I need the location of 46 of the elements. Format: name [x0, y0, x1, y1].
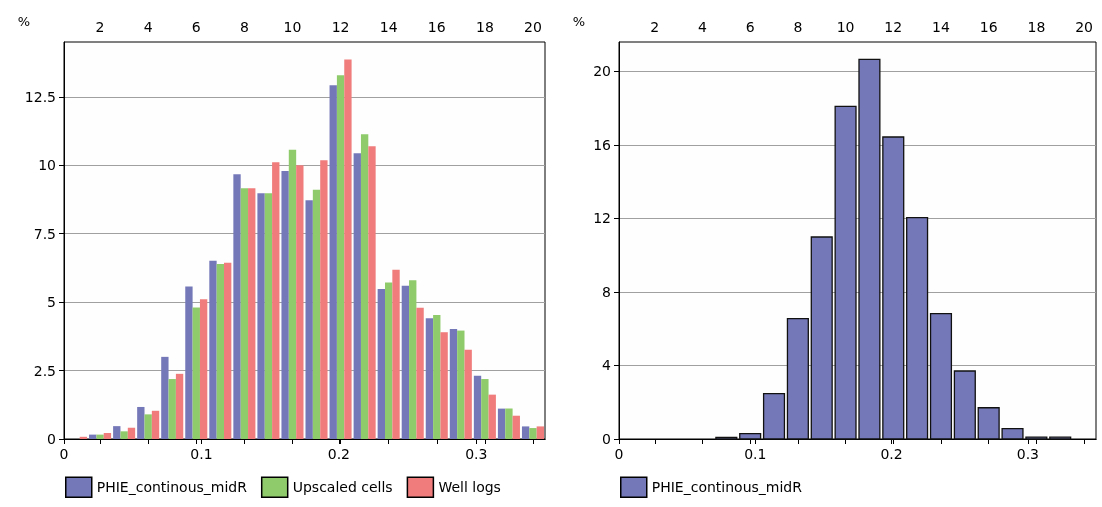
- y-axis-title: %: [572, 14, 585, 29]
- x2-tick-label: 14: [379, 19, 398, 35]
- y-tick-label: 2.5: [33, 362, 56, 379]
- y-tick-label: 0: [602, 431, 611, 447]
- x2-tick-label: 18: [1027, 19, 1046, 35]
- x-tick-label: 0.1: [190, 446, 213, 462]
- y-tick-label: 7.5: [33, 225, 56, 242]
- x2-tick-label: 8: [793, 19, 803, 35]
- x-tick-label: 0: [614, 446, 624, 462]
- x2-tick-label: 20: [1075, 19, 1093, 35]
- y-tick-label: 5: [47, 294, 56, 311]
- y-tick-label: 4: [602, 357, 612, 374]
- x2-tick-label: 18: [475, 19, 494, 35]
- x-tick-label: 0.1: [744, 446, 767, 462]
- x2-tick-label: 12: [331, 19, 350, 35]
- x2-tick-label: 10: [283, 19, 302, 35]
- legend-label: PHIE_continous_midR: [651, 479, 803, 496]
- x-tick-label: 0.3: [1016, 446, 1039, 462]
- y-tick-label: 12: [593, 210, 611, 227]
- x2-tick-label: 20: [524, 19, 542, 35]
- x-tick-label: 0.3: [465, 446, 488, 462]
- y-tick-label: 20: [593, 63, 611, 80]
- y-tick-label: 8: [602, 283, 611, 300]
- x2-tick-label: 2: [95, 19, 105, 35]
- x2-tick-label: 8: [239, 19, 249, 35]
- legend-label: Upscaled cells: [292, 479, 393, 496]
- x2-tick-label: 16: [427, 19, 446, 35]
- y-tick-label: 16: [593, 136, 612, 153]
- x2-tick-label: 14: [932, 19, 950, 35]
- x2-tick-label: 6: [191, 19, 201, 35]
- y-tick-label: 12.5: [24, 88, 56, 105]
- legend-label: Well logs: [438, 479, 501, 496]
- x2-tick-label: 4: [143, 19, 153, 35]
- x2-tick-label: 16: [979, 19, 998, 35]
- x2-tick-label: 6: [745, 19, 755, 35]
- y-tick-label: 10: [38, 157, 56, 174]
- x-tick-label: 0: [59, 446, 69, 462]
- y-tick-label: 0: [47, 431, 56, 447]
- x-tick-label: 0.2: [327, 446, 350, 462]
- legend-label: PHIE_continous_midR: [96, 479, 248, 496]
- x2-tick-label: 12: [884, 19, 903, 35]
- y-axis-title: %: [17, 14, 30, 29]
- x2-tick-label: 2: [650, 19, 660, 35]
- x-tick-label: 0.2: [880, 446, 903, 462]
- x2-tick-label: 4: [698, 19, 708, 35]
- x2-tick-label: 10: [836, 19, 855, 35]
